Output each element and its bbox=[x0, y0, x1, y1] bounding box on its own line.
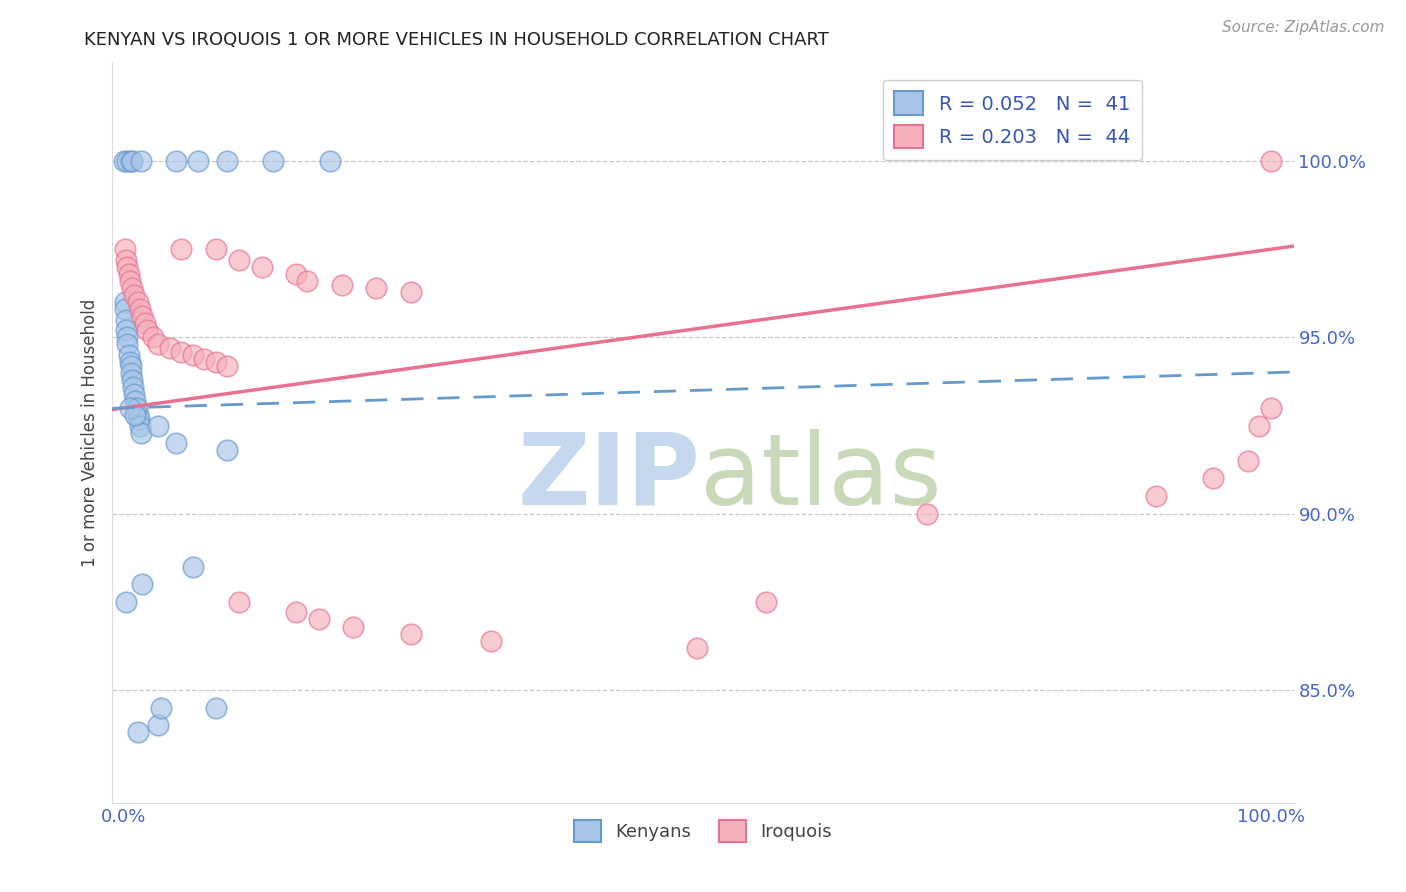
Point bbox=[297, 274, 319, 288]
Point bbox=[117, 154, 139, 169]
Point bbox=[181, 559, 204, 574]
Point bbox=[319, 154, 342, 169]
Point bbox=[399, 285, 422, 299]
Point bbox=[127, 725, 149, 739]
Point bbox=[120, 154, 142, 169]
Point bbox=[117, 267, 139, 281]
Point bbox=[142, 330, 165, 344]
Point bbox=[115, 323, 138, 337]
Point bbox=[112, 154, 135, 169]
Point bbox=[228, 252, 250, 267]
Point bbox=[1202, 471, 1225, 485]
Point bbox=[131, 310, 153, 324]
Point bbox=[122, 387, 145, 401]
Point bbox=[217, 443, 239, 458]
Point bbox=[366, 281, 388, 295]
Point bbox=[217, 359, 239, 373]
Point bbox=[127, 408, 149, 422]
Point bbox=[1260, 401, 1282, 415]
Point bbox=[114, 242, 136, 256]
Point bbox=[330, 277, 353, 292]
Point bbox=[187, 154, 209, 169]
Point bbox=[120, 359, 142, 373]
Point bbox=[129, 154, 152, 169]
Point bbox=[342, 619, 364, 633]
Point bbox=[135, 323, 157, 337]
Point bbox=[159, 341, 181, 355]
Point bbox=[131, 577, 153, 591]
Point bbox=[1249, 418, 1271, 433]
Point bbox=[117, 337, 139, 351]
Point bbox=[127, 295, 149, 310]
Point bbox=[170, 242, 193, 256]
Point bbox=[124, 408, 146, 422]
Legend: Kenyans, Iroquois: Kenyans, Iroquois bbox=[567, 813, 839, 849]
Y-axis label: 1 or more Vehicles in Household: 1 or more Vehicles in Household bbox=[80, 299, 98, 566]
Point bbox=[250, 260, 273, 274]
Point bbox=[204, 355, 226, 369]
Point bbox=[118, 274, 141, 288]
Point bbox=[1144, 489, 1167, 503]
Point bbox=[114, 302, 136, 317]
Point bbox=[1236, 454, 1258, 468]
Point bbox=[121, 281, 143, 295]
Point bbox=[117, 260, 139, 274]
Point bbox=[121, 154, 143, 169]
Point bbox=[128, 411, 150, 425]
Point bbox=[170, 344, 193, 359]
Point bbox=[115, 595, 138, 609]
Point bbox=[129, 425, 152, 440]
Point bbox=[284, 267, 307, 281]
Point bbox=[121, 373, 143, 387]
Point bbox=[165, 154, 187, 169]
Point bbox=[129, 418, 152, 433]
Point bbox=[1260, 154, 1282, 169]
Point bbox=[148, 337, 170, 351]
Point bbox=[204, 242, 226, 256]
Point bbox=[204, 700, 226, 714]
Point bbox=[915, 507, 938, 521]
Point bbox=[148, 418, 170, 433]
Point bbox=[120, 366, 142, 380]
Point bbox=[686, 640, 709, 655]
Point bbox=[117, 330, 139, 344]
Point bbox=[228, 595, 250, 609]
Point bbox=[114, 295, 136, 310]
Point bbox=[181, 348, 204, 362]
Text: ZIP: ZIP bbox=[517, 428, 700, 525]
Point bbox=[134, 316, 156, 330]
Point bbox=[115, 313, 138, 327]
Point bbox=[148, 718, 170, 732]
Text: Source: ZipAtlas.com: Source: ZipAtlas.com bbox=[1222, 20, 1385, 35]
Point bbox=[118, 355, 141, 369]
Point bbox=[115, 252, 138, 267]
Point bbox=[284, 606, 307, 620]
Point bbox=[193, 351, 215, 366]
Point bbox=[118, 401, 141, 415]
Point bbox=[124, 393, 146, 408]
Point bbox=[122, 380, 145, 394]
Point bbox=[125, 401, 148, 415]
Point bbox=[479, 633, 502, 648]
Point bbox=[262, 154, 284, 169]
Point bbox=[122, 288, 145, 302]
Point bbox=[117, 348, 139, 362]
Point bbox=[308, 612, 330, 626]
Point bbox=[165, 436, 187, 450]
Point bbox=[217, 154, 239, 169]
Point bbox=[129, 302, 152, 317]
Point bbox=[399, 626, 422, 640]
Point bbox=[149, 700, 172, 714]
Point bbox=[755, 595, 778, 609]
Text: atlas: atlas bbox=[700, 428, 942, 525]
Text: KENYAN VS IROQUOIS 1 OR MORE VEHICLES IN HOUSEHOLD CORRELATION CHART: KENYAN VS IROQUOIS 1 OR MORE VEHICLES IN… bbox=[84, 31, 830, 49]
